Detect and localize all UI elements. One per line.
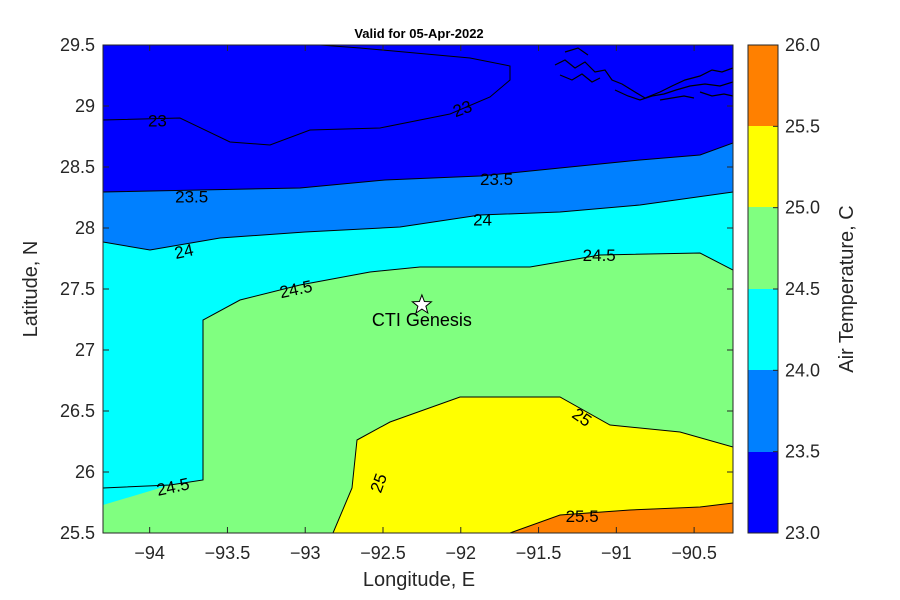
x-tick-label: −90.5 (671, 543, 717, 563)
x-tick-label: −91.5 (516, 543, 562, 563)
marker-label: CTI Genesis (372, 310, 472, 330)
colorbar-swatch-24-5-25-0 (748, 207, 778, 289)
colorbar-swatch-25-5-26-0 (748, 45, 778, 126)
contour-label: 23 (148, 112, 167, 131)
contour-fill-layer (103, 45, 733, 533)
x-tick-label: −93.5 (205, 543, 251, 563)
colorbar-swatch-25-0-25-5 (748, 126, 778, 207)
contour-label: 24 (473, 210, 492, 229)
contour-label: 23.5 (175, 187, 208, 206)
colorbar: 26.0 25.5 25.0 24.5 24.0 23.5 23.0 (747, 35, 820, 543)
contour-label: 23.5 (480, 170, 513, 189)
contour-lines (103, 45, 733, 533)
y-tick-label: 25.5 (60, 523, 95, 543)
colorbar-swatch-23-0-23-5 (748, 452, 778, 533)
y-tick-label: 27.5 (60, 279, 95, 299)
contour-label: 24 (173, 240, 195, 263)
colorbar-tick-label: 25.5 (785, 116, 820, 136)
x-tick-label: −92 (446, 543, 477, 563)
y-tick-label: 29.5 (60, 35, 95, 55)
band-25-0-25-5 (333, 397, 733, 533)
colorbar-ticks: 26.0 25.5 25.0 24.5 24.0 23.5 23.0 (773, 35, 820, 543)
y-tick-label: 29 (75, 96, 95, 116)
x-axis-ticks: −94 −93.5 −93 −92.5 −92 −91.5 −91 −90.5 (134, 45, 717, 563)
colorbar-tick-label: 24.0 (785, 360, 820, 380)
contour-label: 25.5 (566, 507, 599, 526)
x-axis-label: Longitude, E (363, 569, 475, 591)
colorbar-swatch-24-0-24-5 (748, 289, 778, 370)
x-tick-label: −94 (134, 543, 165, 563)
y-tick-label: 26.5 (60, 401, 95, 421)
colorbar-tick-label: 23.5 (785, 442, 820, 462)
colorbar-tick-label: 25.0 (785, 198, 820, 218)
x-tick-label: −92.5 (360, 543, 406, 563)
y-axis-ticks: 29.5 29 28.5 28 27.5 27 26.5 26 25.5 (60, 35, 733, 543)
colorbar-swatch-23-5-24-0 (748, 370, 778, 452)
x-tick-label: −93 (290, 543, 321, 563)
star-icon (411, 293, 433, 315)
plot-title: Valid for 05-Apr-2022 (354, 26, 483, 41)
contour-label: 24.5 (583, 246, 616, 265)
colorbar-label: Air Temperature, C (836, 205, 858, 372)
y-tick-label: 26 (75, 462, 95, 482)
coastline (554, 47, 733, 101)
y-tick-label: 27 (75, 340, 95, 360)
location-marker[interactable]: CTI Genesis (372, 293, 472, 330)
y-tick-label: 28.5 (60, 157, 95, 177)
y-axis-label: Latitude, N (20, 241, 42, 338)
x-tick-label: −91 (601, 543, 632, 563)
colorbar-tick-label: 26.0 (785, 35, 820, 55)
colorbar-tick-label: 24.5 (785, 279, 820, 299)
colorbar-tick-label: 23.0 (785, 523, 820, 543)
y-tick-label: 28 (75, 218, 95, 238)
band-25-5-26-0 (510, 503, 733, 533)
